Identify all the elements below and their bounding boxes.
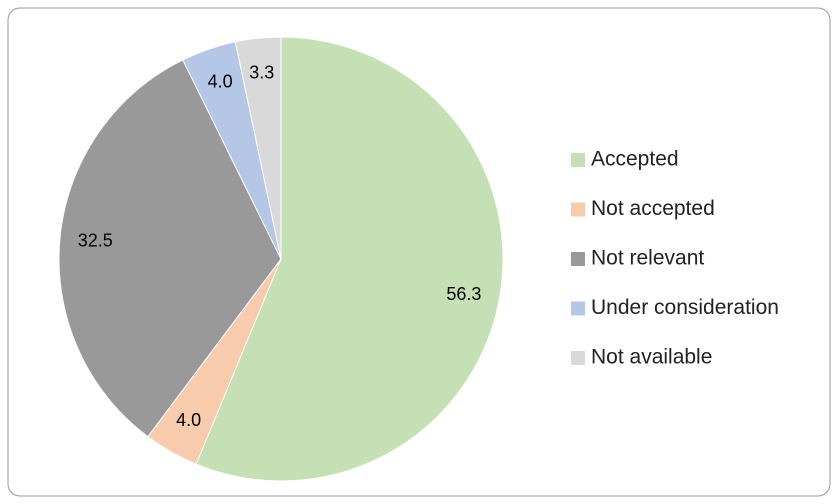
legend-label: Under consideration bbox=[591, 296, 779, 319]
legend-swatch bbox=[571, 252, 585, 266]
legend-swatch bbox=[571, 153, 585, 167]
pie-slice bbox=[195, 36, 504, 482]
value-label: 4.0 bbox=[176, 410, 201, 430]
pie-slice bbox=[58, 59, 282, 438]
legend-label: Not relevant bbox=[591, 247, 704, 270]
value-label: 56.3 bbox=[446, 284, 481, 304]
value-label: 32.5 bbox=[78, 231, 113, 251]
legend-label: Accepted bbox=[591, 148, 679, 171]
legend-label: Not available bbox=[591, 346, 712, 369]
legend-label: Not accepted bbox=[591, 197, 715, 220]
pie-slice bbox=[234, 36, 282, 260]
legend-swatch bbox=[571, 351, 585, 365]
value-label: 3.3 bbox=[249, 62, 274, 82]
legend-swatch bbox=[571, 202, 585, 217]
value-label: 4.0 bbox=[208, 71, 233, 91]
legend-swatch bbox=[571, 301, 585, 316]
